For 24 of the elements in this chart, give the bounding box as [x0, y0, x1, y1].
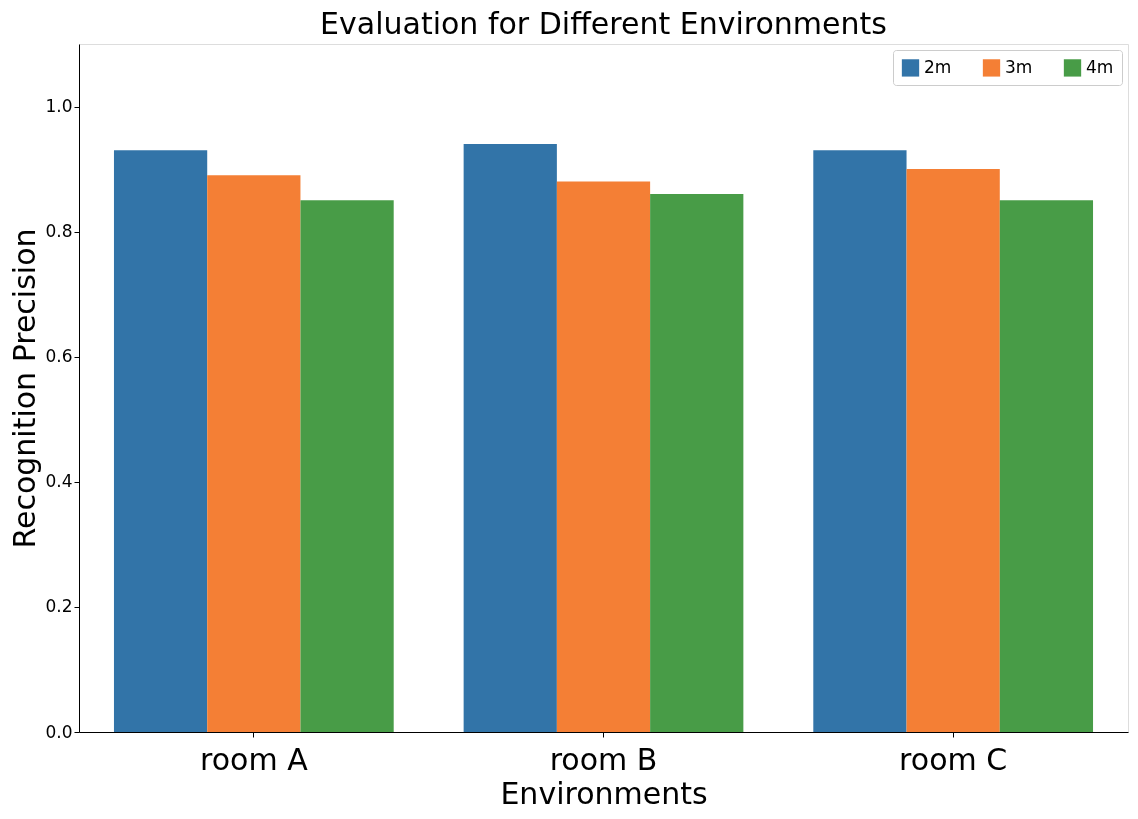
- y-tick-label: 0.0: [45, 721, 73, 742]
- x-axis-title: Environments: [500, 775, 708, 811]
- legend-label: 3m: [1005, 56, 1033, 77]
- bar: [463, 144, 557, 732]
- bar: [906, 169, 1000, 732]
- bar: [113, 150, 208, 732]
- legend-label: 4m: [1086, 56, 1114, 77]
- x-tick-label: room B: [549, 741, 658, 777]
- bar: [813, 150, 907, 732]
- y-tick-label: 0.4: [45, 471, 73, 492]
- bar: [999, 200, 1094, 732]
- y-tick-label: 1.0: [45, 96, 73, 117]
- legend-label: 2m: [924, 56, 952, 77]
- y-tick-label: 0.8: [45, 221, 73, 242]
- x-tick-label: room C: [899, 741, 1008, 777]
- chart-title: Evaluation for Different Environments: [320, 6, 887, 41]
- y-axis-title: Recognition Precision: [7, 228, 43, 549]
- x-tick-label: room A: [200, 741, 309, 777]
- bar: [207, 175, 301, 732]
- y-tick-label: 0.2: [45, 596, 73, 617]
- bar: [300, 200, 394, 732]
- bar: [556, 181, 651, 732]
- y-tick-label: 0.6: [45, 346, 73, 367]
- bar: [650, 194, 744, 732]
